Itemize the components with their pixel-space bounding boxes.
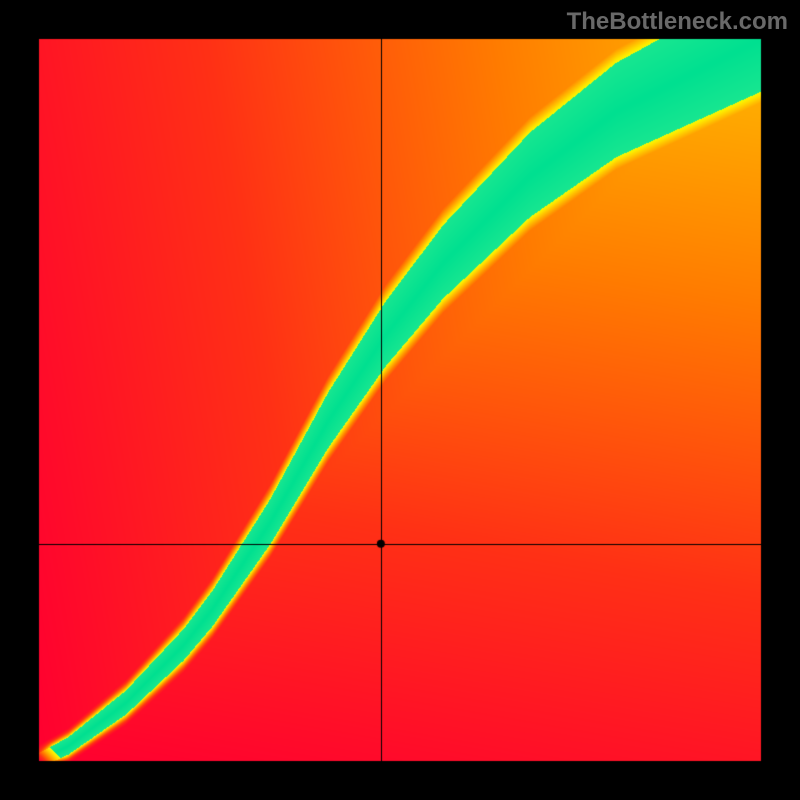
watermark-text: TheBottleneck.com (567, 8, 788, 36)
chart-container: TheBottleneck.com (0, 0, 800, 800)
bottleneck-heatmap (0, 0, 800, 800)
